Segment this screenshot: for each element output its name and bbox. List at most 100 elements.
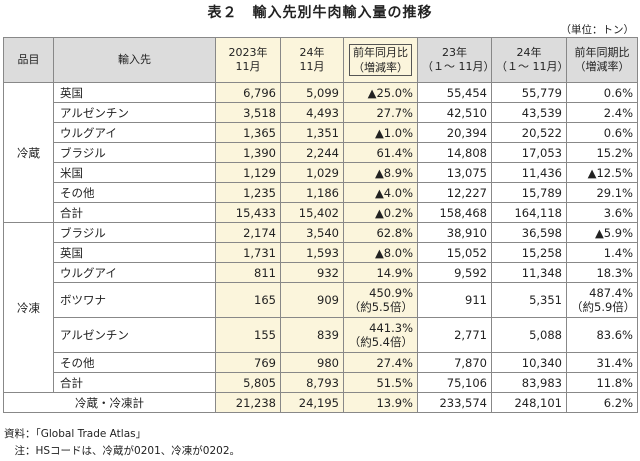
value-cell: 11,348: [491, 262, 567, 283]
header-col2: 24年 11月: [280, 37, 344, 83]
grand-total-value: 24,195: [280, 392, 344, 413]
value-cell: 155: [215, 317, 281, 353]
source-cell: ウルグアイ: [53, 122, 216, 143]
value-cell: 2,244: [280, 142, 344, 163]
table-row: 合計 5,805 8,793 51.5% 75,106 83,983 11.8%: [4, 372, 638, 393]
value-cell: 769: [215, 352, 281, 373]
import-table: 品目 輸入先 2023年 11月 24年 11月 前年同月比 （増減率） 23年 （１～…: [3, 37, 638, 413]
rate-cell: 27.7%: [343, 102, 418, 123]
header-source: 輸入先: [53, 37, 216, 83]
rate-cell: 15.2%: [566, 142, 638, 163]
frozen-category-cell: 冷凍: [3, 222, 54, 393]
value-cell: 1,365: [215, 122, 281, 143]
table-row: 冷蔵 英国 6,796 5,099 ▲25.0% 55,454 55,779 0.6%: [3, 82, 638, 223]
value-cell: 165: [215, 282, 281, 318]
rate-cell: 61.4%: [343, 142, 418, 163]
table-row: 合計 15,433 15,402 ▲0.2% 158,468 164,118 3.6%: [4, 202, 638, 223]
value-cell: 15,402: [280, 202, 344, 223]
rate-cell: ▲8.0%: [343, 242, 418, 263]
hs-code-note: 注：HSコードは、冷蔵が0201、冷凍が0202。: [4, 445, 241, 457]
source-cell: ブラジル: [53, 222, 216, 243]
table-row: 米国 1,129 1,029 ▲8.9% 13,075 11,436 ▲12.5%: [4, 162, 638, 183]
value-cell: 3,540: [280, 222, 344, 243]
value-cell: 55,454: [417, 82, 492, 103]
header-col4: 23年 （１～ 11月）: [417, 37, 495, 83]
table-row: ボツワナ 165 909 450.9% （約5.5倍） 911 5,351 487.4% （約5…: [4, 282, 638, 318]
grand-total-row: 冷蔵・冷凍計 21,238 24,195 13.9% 233,574 248,101 6.2…: [3, 392, 638, 413]
rate-cell: ▲5.9%: [566, 222, 638, 243]
source-cell: 米国: [53, 162, 216, 183]
value-cell: 20,394: [417, 122, 492, 143]
value-cell: 38,910: [417, 222, 492, 243]
value-cell: 1,731: [215, 242, 281, 263]
rate-cell: 0.6%: [566, 122, 638, 143]
source-cell: 英国: [53, 82, 216, 103]
value-cell: 2,174: [215, 222, 281, 243]
value-cell: 5,805: [215, 372, 281, 393]
value-cell: 13,075: [417, 162, 492, 183]
value-cell: 11,436: [491, 162, 567, 183]
rate-cell: 83.6%: [566, 317, 638, 353]
header-col6: 前年同期比 （増減率）: [566, 37, 638, 83]
value-cell: 43,539: [491, 102, 567, 123]
value-cell: 5,088: [491, 317, 567, 353]
table-title: 表２ 輸入先別牛肉輸入量の推移: [207, 5, 433, 21]
unit-label: （単位：トン）: [560, 24, 635, 36]
rate-cell: 3.6%: [566, 202, 638, 223]
source-cell: その他: [53, 182, 216, 203]
header-category: 品目: [3, 37, 54, 83]
table-row: その他 769 980 27.4% 7,870 10,340 31.4%: [4, 352, 638, 373]
value-cell: 811: [215, 262, 281, 283]
grand-total-value: 21,238: [215, 392, 281, 413]
value-cell: 12,227: [417, 182, 492, 203]
value-cell: 158,468: [417, 202, 492, 223]
rate-cell: ▲8.9%: [343, 162, 418, 183]
table-row: ブラジル 1,390 2,244 61.4% 14,808 17,053 15.2%: [4, 142, 638, 163]
table-row: その他 1,235 1,186 ▲4.0% 12,227 15,789 29.1%: [4, 182, 638, 203]
value-cell: 1,129: [215, 162, 281, 183]
header-col3: 前年同月比 （増減率）: [343, 37, 418, 83]
value-cell: 10,340: [491, 352, 567, 373]
value-cell: 9,592: [417, 262, 492, 283]
value-cell: 909: [280, 282, 344, 318]
rate-cell: ▲4.0%: [343, 182, 418, 203]
grand-total-label: 冷蔵・冷凍計: [3, 392, 216, 413]
grand-total-value: 13.9%: [343, 392, 418, 413]
value-cell: 911: [417, 282, 492, 318]
value-cell: 4,493: [280, 102, 344, 123]
value-cell: 83,983: [491, 372, 567, 393]
source-cell: アルゼンチン: [53, 102, 216, 123]
value-cell: 1,235: [215, 182, 281, 203]
header-row: 品目 輸入先 2023年 11月 24年 11月 前年同月比 （増減率） 23年 （１～…: [3, 37, 638, 83]
rate-cell: ▲1.0%: [343, 122, 418, 143]
rate-cell: 62.8%: [343, 222, 418, 243]
value-cell: 5,351: [491, 282, 567, 318]
rate-cell: 11.8%: [566, 372, 638, 393]
value-cell: 164,118: [491, 202, 567, 223]
value-cell: 17,053: [491, 142, 567, 163]
rate-cell: 14.9%: [343, 262, 418, 283]
value-cell: 1,593: [280, 242, 344, 263]
value-cell: 6,796: [215, 82, 281, 103]
value-cell: 1,029: [280, 162, 344, 183]
rate-cell: 51.5%: [343, 372, 418, 393]
source-cell: 合計: [53, 202, 216, 223]
value-cell: 1,390: [215, 142, 281, 163]
value-cell: 55,779: [491, 82, 567, 103]
table-row: ウルグアイ 1,365 1,351 ▲1.0% 20,394 20,522 0.6%: [4, 122, 638, 143]
rate-cell: 18.3%: [566, 262, 638, 283]
source-cell: アルゼンチン: [53, 317, 216, 353]
value-cell: 15,789: [491, 182, 567, 203]
header-col3-box: 前年同月比 （増減率）: [349, 44, 412, 76]
chilled-category-cell: 冷蔵: [3, 82, 54, 223]
value-cell: 839: [280, 317, 344, 353]
rate-cell: 0.6%: [566, 82, 638, 103]
value-cell: 932: [280, 262, 344, 283]
source-cell: 合計: [53, 372, 216, 393]
grand-total-value: 233,574: [417, 392, 492, 413]
rate-cell: 31.4%: [566, 352, 638, 373]
value-cell: 5,099: [280, 82, 344, 103]
value-cell: 15,258: [491, 242, 567, 263]
grand-total-value: 248,101: [491, 392, 567, 413]
rate-cell: 1.4%: [566, 242, 638, 263]
